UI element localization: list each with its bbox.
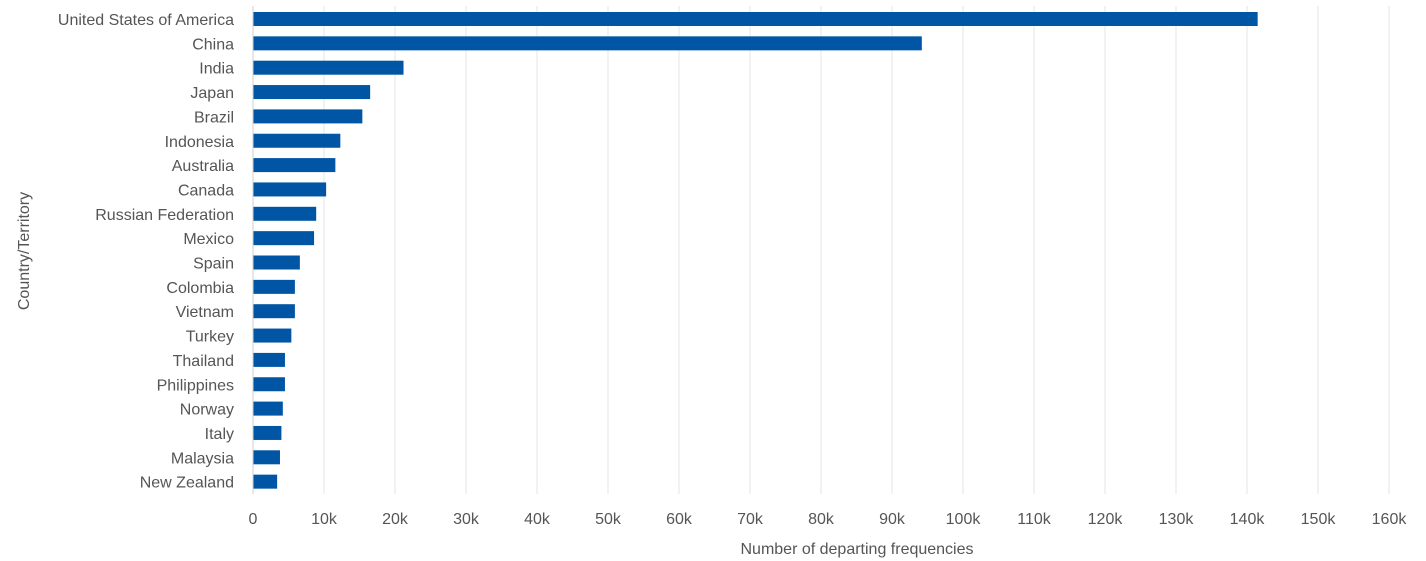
bar[interactable] (253, 377, 285, 392)
x-tick-label: 70k (737, 511, 764, 528)
x-tick-label: 60k (666, 511, 693, 528)
bar[interactable] (253, 158, 336, 173)
category-label: Brazil (194, 109, 234, 126)
x-tick-label: 130k (1159, 511, 1195, 528)
bar[interactable] (253, 109, 363, 124)
category-label: Russian Federation (95, 207, 234, 224)
bar[interactable] (253, 425, 282, 440)
category-label: Japan (190, 85, 234, 102)
category-label: China (192, 36, 234, 53)
bars (253, 12, 1258, 489)
y-axis-title: Country/Territory (16, 192, 33, 310)
category-label: Vietnam (176, 304, 234, 321)
x-tick-label: 120k (1088, 511, 1124, 528)
category-label: United States of America (58, 12, 234, 29)
bar[interactable] (253, 401, 283, 416)
bar[interactable] (253, 12, 1258, 26)
category-label: Italy (205, 426, 234, 443)
bar[interactable] (253, 206, 317, 221)
bar[interactable] (253, 279, 295, 294)
category-label: Malaysia (171, 450, 234, 467)
category-label: Mexico (183, 231, 234, 248)
bar[interactable] (253, 352, 285, 367)
category-label: India (199, 61, 234, 78)
x-tick-label: 20k (382, 511, 409, 528)
x-tick-label: 110k (1017, 511, 1052, 528)
bar[interactable] (253, 304, 295, 319)
category-label: Colombia (166, 280, 234, 297)
bar[interactable] (253, 36, 922, 51)
x-tick-label: 150k (1301, 511, 1337, 528)
category-label: Turkey (186, 329, 234, 346)
category-label: Norway (180, 402, 234, 419)
bar[interactable] (253, 255, 300, 270)
bar[interactable] (253, 328, 292, 343)
x-tick-label: 30k (453, 511, 480, 528)
category-labels: United States of America China India Japan B… (58, 12, 234, 492)
bar[interactable] (253, 133, 341, 148)
bar[interactable] (253, 450, 280, 465)
bar[interactable] (253, 474, 278, 489)
bar[interactable] (253, 231, 315, 246)
category-label: Indonesia (165, 134, 234, 151)
x-tick-label: 100k (946, 511, 982, 528)
x-tick-label: 140k (1230, 511, 1266, 528)
x-axis-title: Number of departing frequencies (740, 541, 973, 558)
category-label: Canada (178, 182, 234, 199)
category-label: Australia (172, 158, 234, 175)
x-tick-label: 10k (311, 511, 338, 528)
x-tick-label: 80k (808, 511, 835, 528)
gridlines (323, 6, 1390, 494)
category-label: Spain (193, 256, 234, 273)
x-tick-label: 90k (879, 511, 906, 528)
bar[interactable] (253, 60, 404, 75)
category-label: New Zealand (140, 475, 234, 492)
x-tick-labels: 0 10k 20k 30k 40k 50k 60k 70k 80k 90k 100k 110k 120k… (249, 511, 1408, 528)
category-label: Philippines (157, 377, 234, 394)
x-tick-label: 50k (595, 511, 622, 528)
category-label: Thailand (173, 353, 234, 370)
x-tick-label: 0 (249, 511, 258, 528)
bar[interactable] (253, 85, 371, 100)
x-tick-label: 160k (1372, 511, 1408, 528)
x-tick-label: 40k (524, 511, 551, 528)
bar[interactable] (253, 182, 327, 197)
